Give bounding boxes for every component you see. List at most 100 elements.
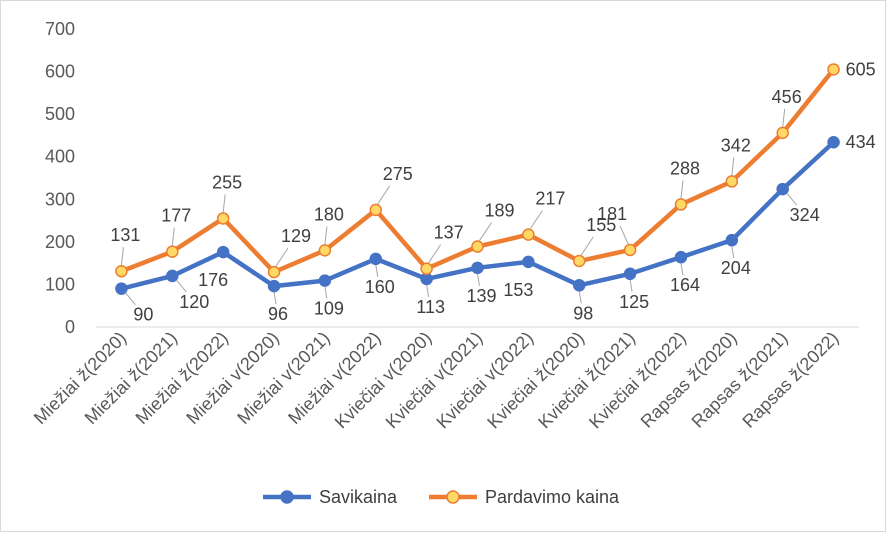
label-leader-line bbox=[324, 286, 328, 299]
data-label: 155 bbox=[586, 215, 616, 235]
data-point bbox=[623, 267, 637, 281]
data-label: 177 bbox=[161, 206, 191, 226]
data-label: 153 bbox=[503, 280, 533, 300]
data-label: 255 bbox=[212, 172, 242, 192]
x-axis: Miežiai ž(2020)Miežiai ž(2021)Miežiai ž(… bbox=[30, 326, 859, 432]
data-point bbox=[216, 245, 230, 259]
data-point bbox=[369, 252, 383, 266]
label-leader-line bbox=[175, 279, 187, 293]
legend-item-savikaina: Savikaina bbox=[263, 487, 398, 507]
data-label: 160 bbox=[365, 277, 395, 297]
legend-marker bbox=[280, 490, 294, 504]
legend-marker bbox=[446, 490, 460, 504]
y-tick-label: 300 bbox=[45, 189, 75, 209]
label-leader-line bbox=[375, 264, 379, 277]
data-label: 456 bbox=[772, 87, 802, 107]
x-tick-label: Miežiai v(2022) bbox=[284, 328, 384, 428]
data-point bbox=[216, 212, 230, 225]
legend-item-pardavimo-kaina: Pardavimo kaina bbox=[429, 487, 620, 507]
label-leader-line bbox=[731, 246, 735, 259]
legend-label: Pardavimo kaina bbox=[485, 487, 620, 507]
label-leader-line bbox=[120, 247, 124, 266]
legend-label: Savikaina bbox=[319, 487, 398, 507]
data-label: 204 bbox=[721, 258, 751, 278]
data-label: 109 bbox=[314, 299, 344, 319]
data-label: 181 bbox=[597, 204, 627, 224]
data-point bbox=[369, 203, 383, 217]
y-tick-label: 0 bbox=[65, 317, 75, 337]
data-label: 164 bbox=[670, 275, 700, 295]
x-tick-label: Miežiai ž(2022) bbox=[132, 328, 232, 428]
label-leader-line bbox=[580, 236, 594, 256]
data-label: 176 bbox=[198, 270, 228, 290]
label-leader-line bbox=[619, 225, 629, 245]
data-point bbox=[267, 279, 281, 293]
data-label: 96 bbox=[268, 304, 288, 324]
label-leader-line bbox=[680, 180, 684, 199]
data-label: 113 bbox=[416, 297, 445, 317]
label-leader-line bbox=[125, 292, 136, 306]
data-point bbox=[674, 198, 688, 211]
data-point bbox=[827, 135, 840, 149]
data-point bbox=[420, 272, 433, 286]
label-leader-line bbox=[171, 227, 175, 246]
y-tick-label: 100 bbox=[45, 274, 75, 294]
data-label: 98 bbox=[573, 303, 593, 323]
label-leader-line bbox=[477, 273, 480, 286]
label-leader-line bbox=[578, 291, 582, 304]
data-label: 342 bbox=[721, 135, 751, 155]
y-tick-label: 700 bbox=[45, 19, 75, 39]
data-point bbox=[166, 269, 179, 283]
label-leader-line bbox=[222, 194, 226, 213]
label-leader-line bbox=[529, 210, 543, 229]
y-tick-label: 600 bbox=[45, 62, 75, 82]
data-point bbox=[776, 126, 789, 140]
label-leader-line bbox=[786, 192, 798, 206]
data-label: 180 bbox=[314, 204, 344, 224]
x-tick-label: Miežiai v(2021) bbox=[233, 328, 333, 428]
label-leader-line bbox=[324, 226, 328, 245]
data-label: 324 bbox=[790, 205, 820, 225]
legend: Savikaina Pardavimo kaina bbox=[263, 487, 620, 507]
y-tick-label: 400 bbox=[45, 147, 75, 167]
label-leader-line bbox=[629, 279, 633, 292]
data-point bbox=[471, 261, 484, 275]
label-leader-line bbox=[680, 263, 684, 276]
label-leader-line bbox=[275, 247, 289, 267]
x-tick-label: Miežiai ž(2021) bbox=[81, 328, 181, 428]
label-leader-line bbox=[428, 244, 442, 263]
y-tick-label: 200 bbox=[45, 232, 75, 252]
data-label: 605 bbox=[846, 59, 876, 79]
y-axis: 0 100 200 300 400 500 600 700 bbox=[45, 19, 75, 337]
label-leader-line bbox=[377, 185, 391, 205]
label-leader-line bbox=[731, 157, 735, 176]
label-leader-line bbox=[782, 108, 786, 127]
data-label: 125 bbox=[619, 292, 649, 312]
data-point bbox=[572, 279, 586, 292]
data-point bbox=[725, 233, 739, 247]
data-point bbox=[776, 182, 789, 196]
data-point bbox=[674, 250, 688, 264]
data-point bbox=[318, 244, 332, 257]
data-point bbox=[115, 264, 128, 278]
data-point bbox=[522, 255, 535, 269]
data-label: 137 bbox=[434, 223, 464, 243]
label-leader-line bbox=[273, 292, 277, 305]
data-point bbox=[267, 265, 281, 279]
data-point bbox=[115, 282, 128, 295]
data-label: 129 bbox=[281, 226, 311, 246]
x-tick-label: Miežiai v(2020) bbox=[182, 328, 282, 428]
x-tick-label: Miežiai ž(2020) bbox=[30, 328, 130, 428]
label-leader-line bbox=[479, 222, 492, 241]
data-point bbox=[420, 262, 433, 275]
x-tick-label: Rapsas ž(2022) bbox=[738, 328, 842, 432]
data-point bbox=[471, 240, 484, 253]
data-point bbox=[827, 63, 840, 76]
data-point bbox=[166, 245, 179, 258]
data-point bbox=[318, 274, 332, 287]
